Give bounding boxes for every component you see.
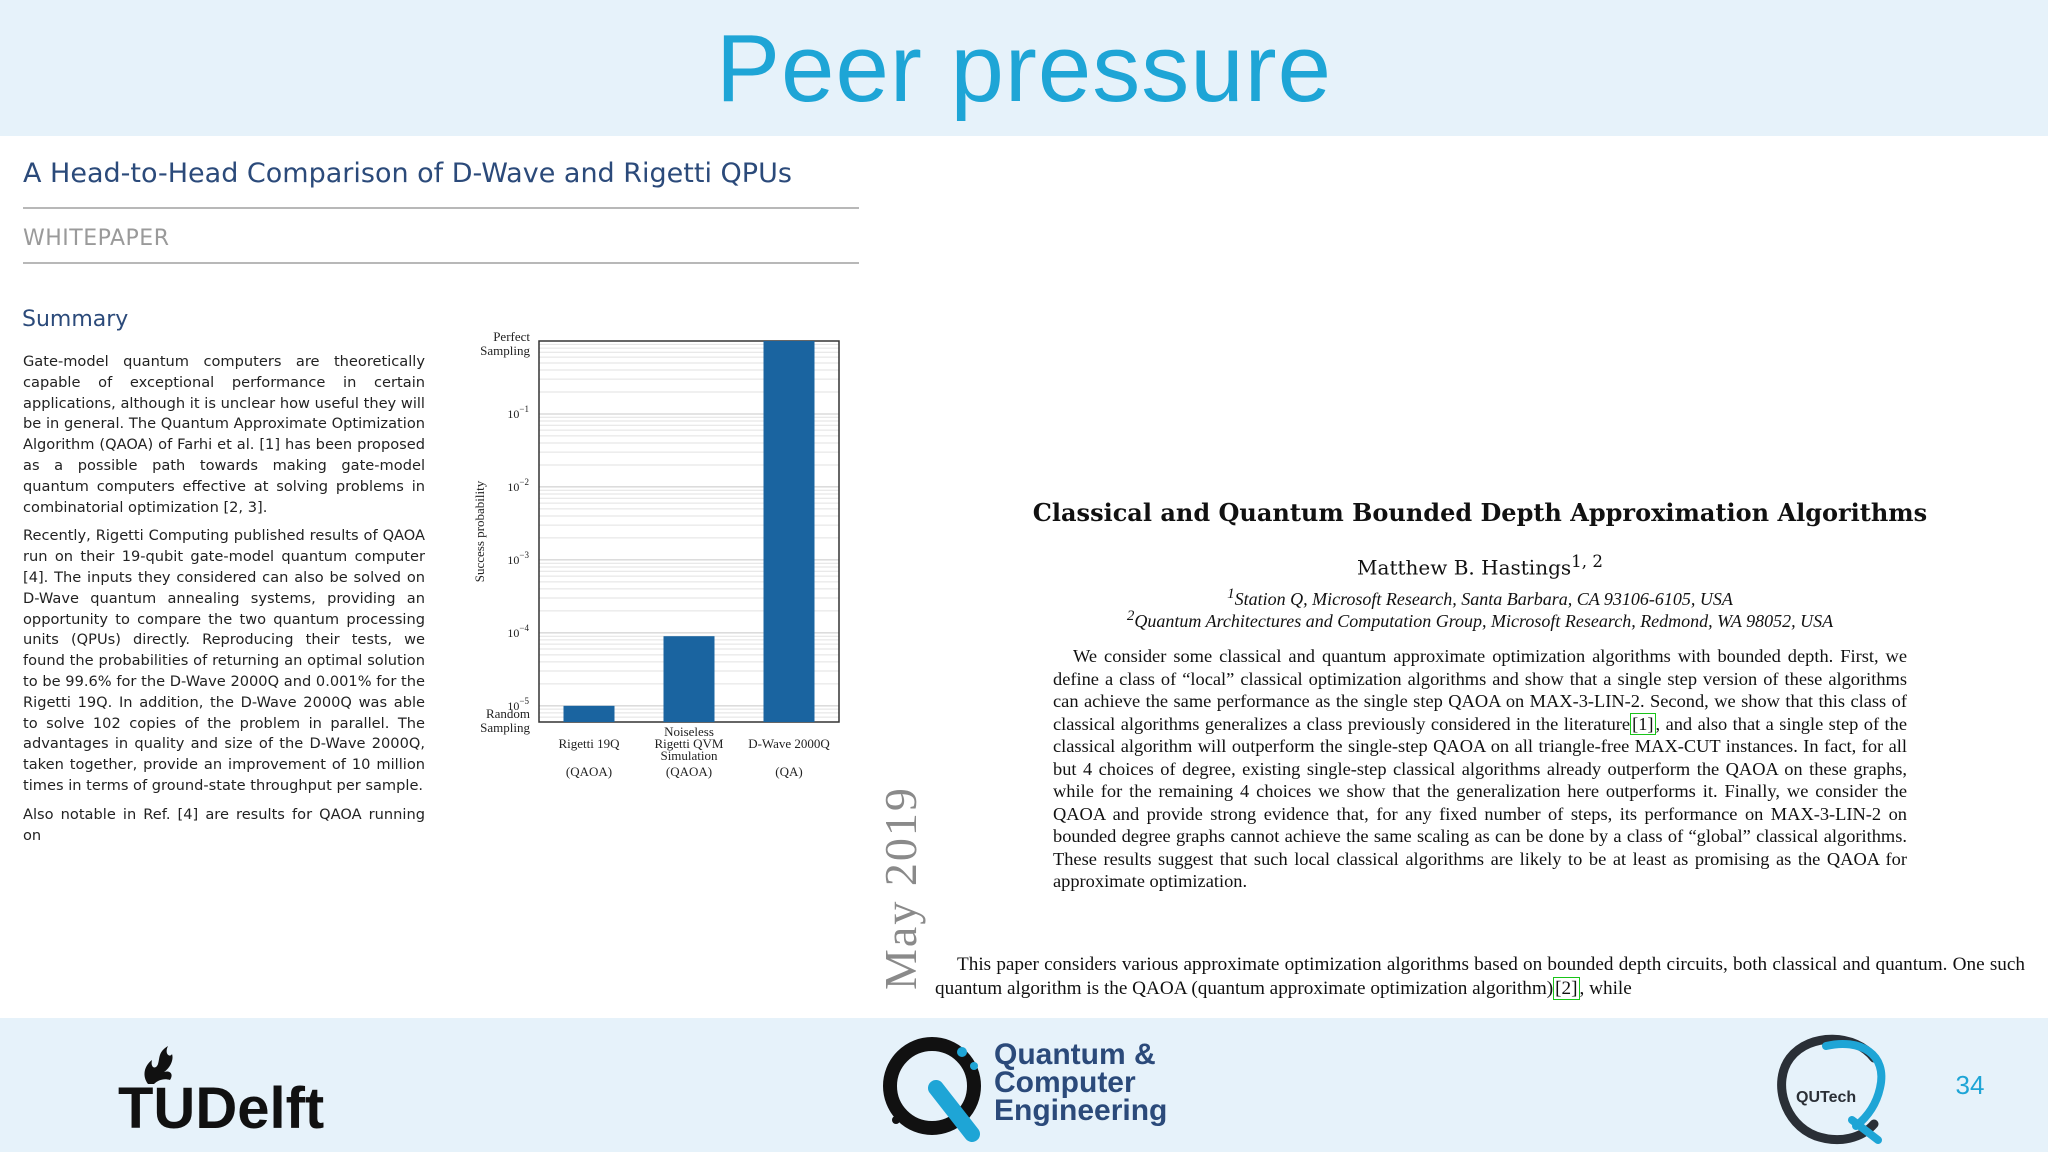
author-name: Matthew B. Hastings — [1357, 555, 1572, 580]
affiliation-marker: 2 — [1126, 608, 1135, 624]
qce-line: Computer — [994, 1066, 1136, 1099]
qce-line: Quantum & — [994, 1038, 1156, 1071]
x-tick-sub-label: (QA) — [775, 764, 802, 779]
citation-link[interactable]: [2] — [1553, 976, 1580, 1000]
paragraph: Also notable in Ref. [4] are results for… — [23, 805, 425, 844]
affiliation-text: Station Q, Microsoft Research, Santa Bar… — [1234, 589, 1733, 609]
footer-band — [0, 1018, 2048, 1152]
paragraph: Recently, Rigetti Computing published re… — [23, 527, 425, 794]
bar — [663, 636, 715, 722]
slide-title: Peer pressure — [716, 15, 1332, 122]
q-tail-icon — [928, 1080, 980, 1142]
y-top-label: Perfect — [493, 329, 530, 344]
y-tick-label: 10−1 — [507, 404, 529, 421]
date-label: May 2019 — [875, 786, 926, 990]
y-bottom-label: Random — [486, 706, 530, 721]
y-tick-label: 10−5 — [507, 696, 529, 713]
qutech-arc-icon — [1822, 1039, 1886, 1130]
header-band — [0, 0, 2048, 136]
paper-author: Matthew B. Hastings1, 2 — [1000, 552, 1960, 580]
paragraph: Gate-model quantum computers are theoret… — [23, 353, 425, 516]
x-tick-label: D-Wave 2000Q — [748, 736, 830, 751]
abstract-text: , and also that a single step of the cla… — [1053, 713, 1907, 892]
bar — [763, 341, 815, 722]
whitepaper-body: Gate-model quantum computers are theoret… — [23, 352, 425, 854]
affiliation-marker: 1 — [1227, 586, 1235, 602]
affiliation-text: Quantum Architectures and Computation Gr… — [1134, 611, 1834, 631]
dot-icon — [970, 1062, 978, 1070]
qce-line: Engineering — [994, 1094, 1167, 1127]
page-number: 34 — [1955, 1070, 1985, 1100]
affiliation: 1Station Q, Microsoft Research, Santa Ba… — [1000, 586, 1960, 610]
qce-logo: Quantum & Computer Engineering — [883, 1037, 1167, 1142]
citation-link[interactable]: [1] — [1630, 712, 1656, 735]
dot-icon — [892, 1116, 900, 1124]
divider — [23, 207, 859, 209]
author-affiliation-markers: 1, 2 — [1571, 552, 1603, 571]
y-axis-title: Success probability — [472, 480, 487, 582]
qutech-logo: QUTech — [1777, 1034, 1886, 1145]
intro-text: , while — [1579, 977, 1632, 999]
paper-title: Classical and Quantum Bounded Depth Appr… — [1032, 498, 1928, 527]
y-top-label: Sampling — [480, 343, 530, 358]
y-tick-label: 10−4 — [507, 623, 529, 640]
q-ring-icon — [883, 1037, 981, 1135]
qutech-logo-text: QUTech — [1796, 1089, 1856, 1106]
summary-heading: Summary — [22, 307, 129, 332]
whitepaper-label: WHITEPAPER — [23, 226, 170, 251]
paper-intro: This paper considers various approximate… — [935, 953, 2025, 1000]
y-bottom-label: Sampling — [480, 720, 530, 735]
qce-logo-text: Quantum & Computer Engineering — [994, 1038, 1167, 1127]
paper-abstract: We consider some classical and quantum a… — [1053, 645, 1907, 893]
dot-icon — [957, 1047, 967, 1057]
tudelft-logo-text: TUDelft — [118, 1076, 324, 1136]
y-tick-label: 10−2 — [507, 477, 529, 494]
x-tick-sub-label: (QAOA) — [666, 764, 712, 779]
flame-icon — [144, 1046, 173, 1084]
x-tick-label: Rigetti QVM — [655, 736, 724, 751]
whitepaper-title: A Head-to-Head Comparison of D-Wave and … — [23, 158, 792, 189]
bar — [563, 705, 615, 722]
tudelft-logo: TUDelft — [118, 1046, 324, 1136]
x-tick-label: Simulation — [660, 748, 718, 763]
x-tick-label: Noiseless — [664, 724, 714, 739]
qutech-tail-icon — [1848, 1116, 1882, 1144]
x-tick-sub-label: (QAOA) — [566, 764, 612, 779]
y-tick-label: 10−3 — [507, 550, 529, 567]
affiliation: 2Quantum Architectures and Computation G… — [1000, 608, 1960, 632]
intro-text: This paper considers various approximate… — [935, 954, 2025, 999]
x-tick-label: Rigetti 19Q — [558, 736, 620, 751]
divider — [23, 262, 859, 264]
abstract-text: We consider some classical and quantum a… — [1053, 646, 1907, 734]
qutech-ring-icon — [1777, 1034, 1879, 1145]
